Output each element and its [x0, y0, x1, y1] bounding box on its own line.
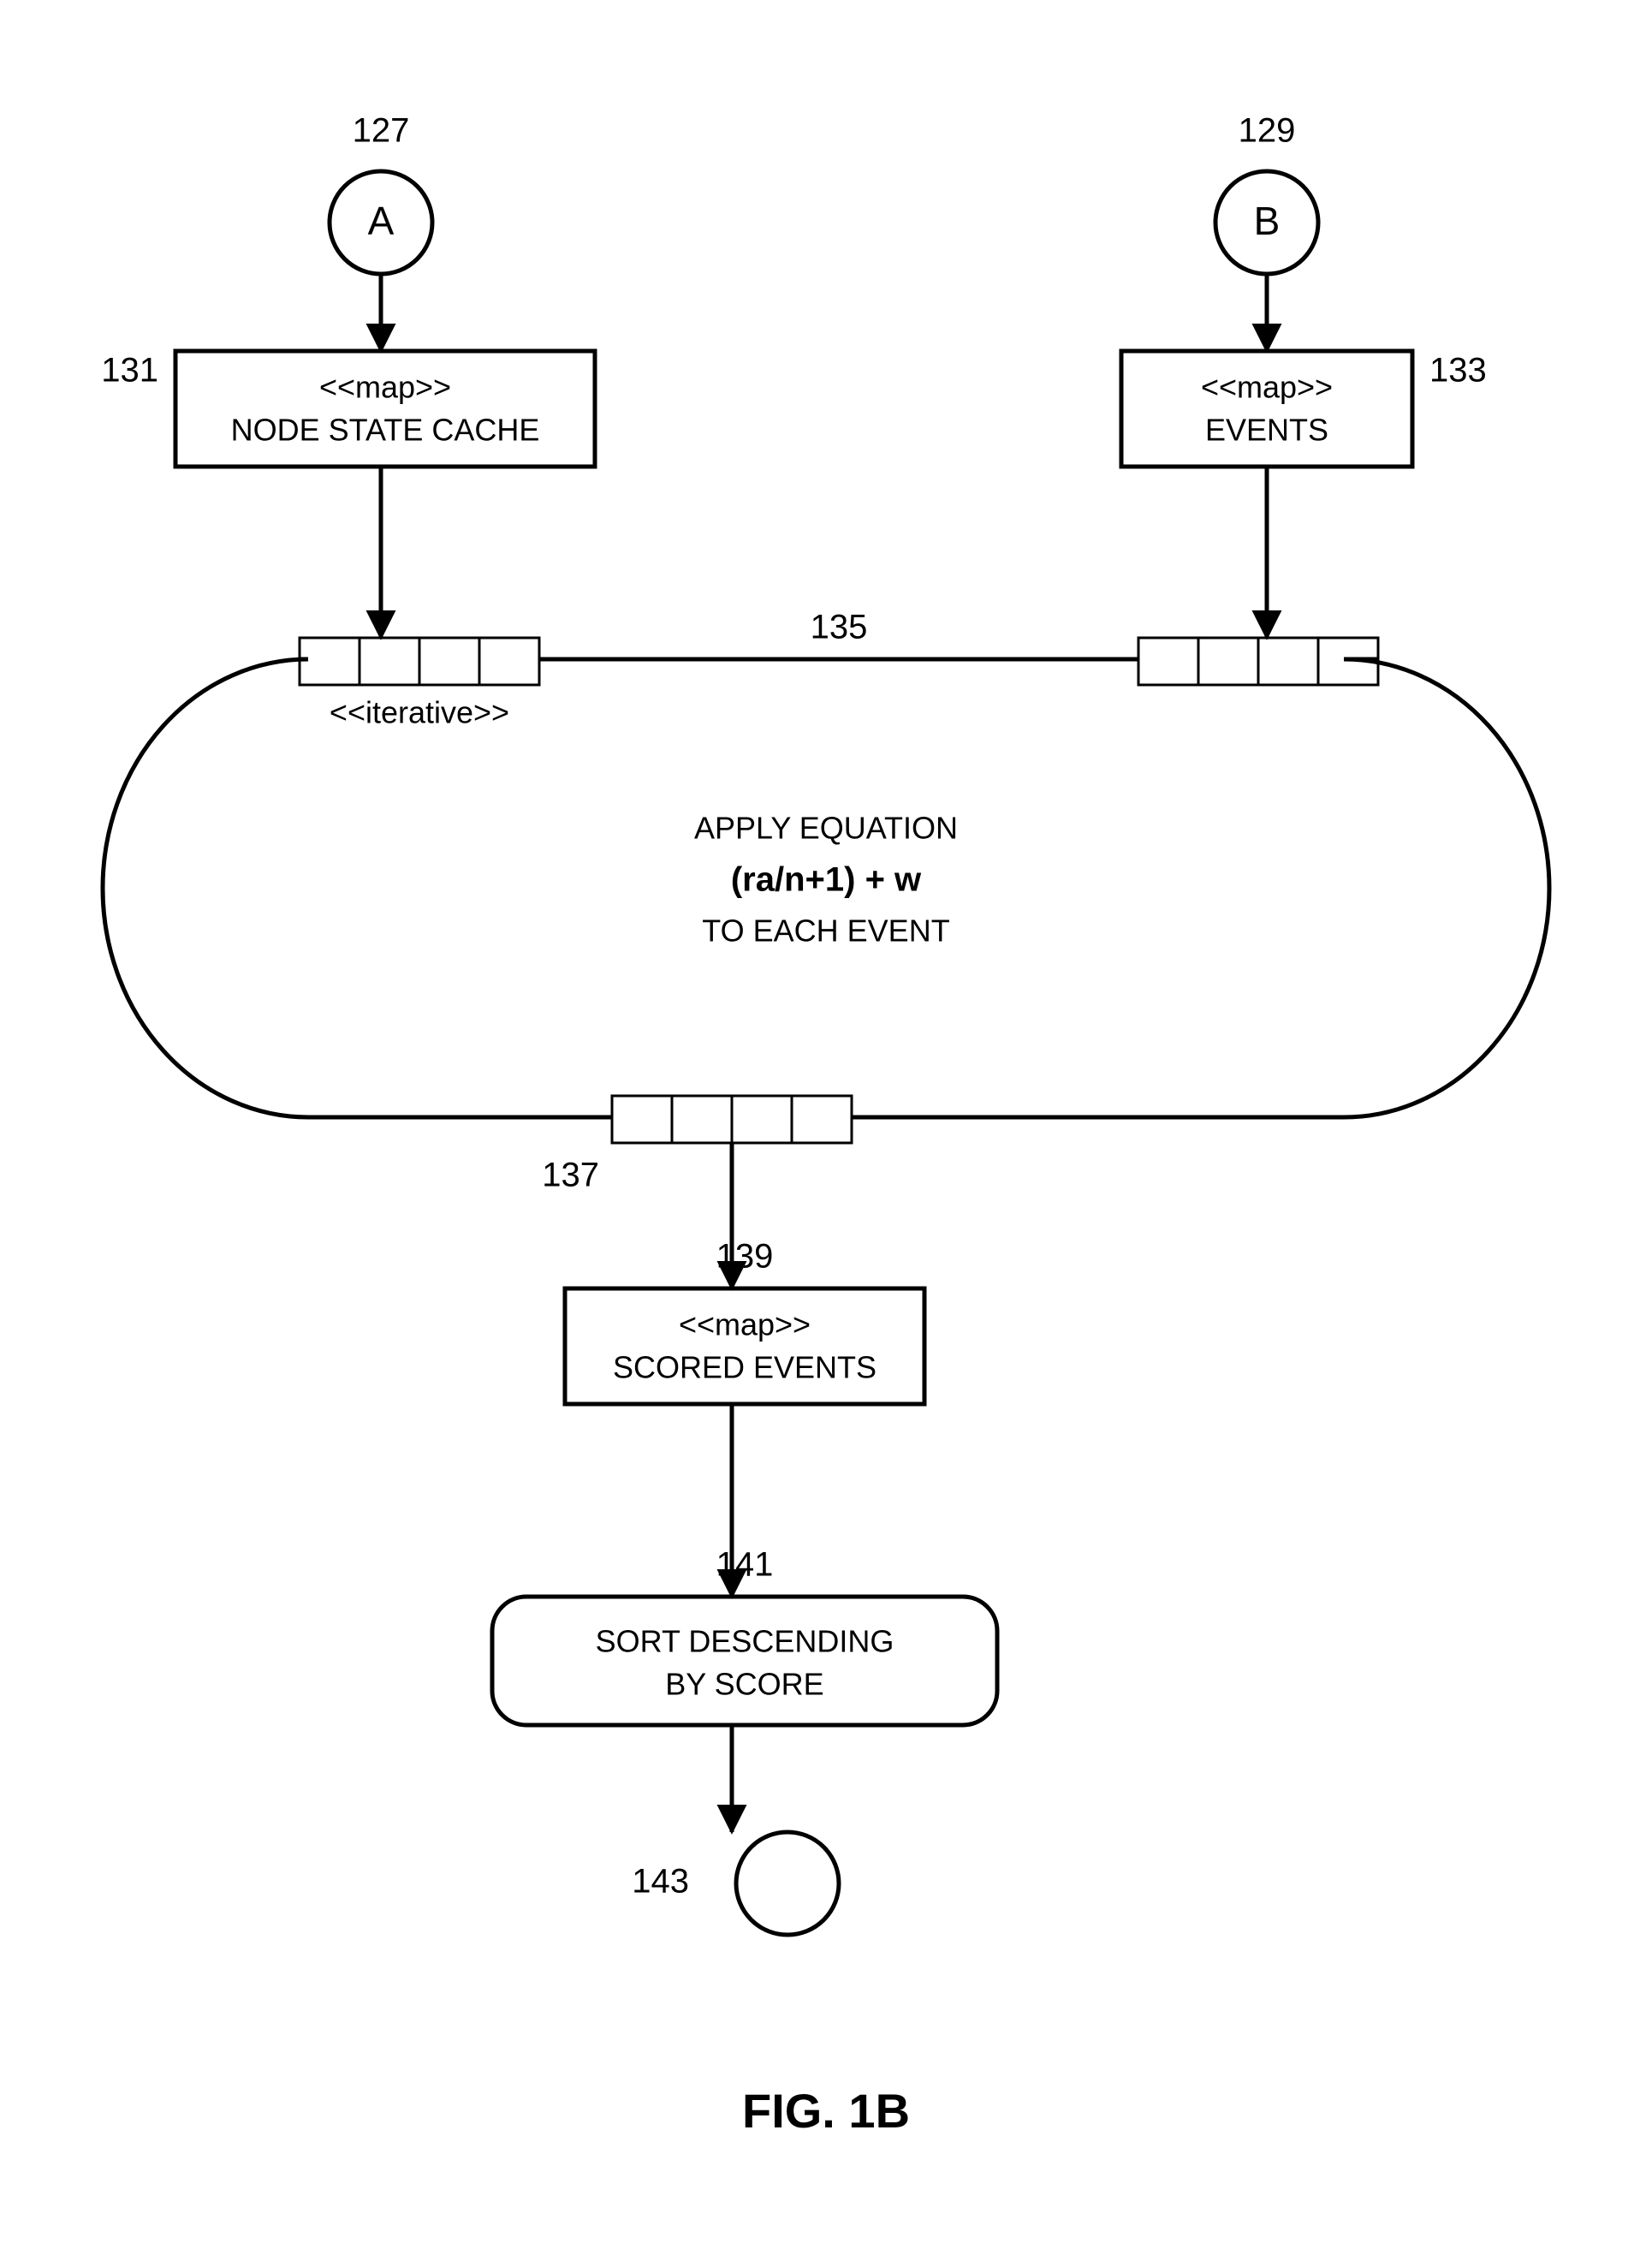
node-state-cache-label: NODE STATE CACHE — [231, 413, 540, 448]
ref-141: 141 — [716, 1546, 774, 1584]
figure-label: FIG. 1B — [742, 2084, 910, 2138]
diagram-canvas: 127 A 129 B 131 <<map>> NODE STATE CACHE 133 <<m… — [0, 0, 1652, 2255]
ref-137: 137 — [542, 1157, 599, 1194]
connector-b-label: B — [1254, 199, 1281, 243]
iterative-equation: (ra/n+1) + w — [731, 861, 922, 899]
ref-135: 135 — [811, 609, 868, 646]
connector-a-label: A — [368, 199, 395, 243]
ref-139: 139 — [716, 1238, 774, 1276]
expansion-arc-right — [1344, 659, 1549, 1117]
scored-events-label: SCORED EVENTS — [613, 1350, 877, 1385]
sort-box — [492, 1597, 997, 1725]
ref-127: 127 — [353, 112, 410, 150]
iterative-stereo: <<iterative>> — [330, 695, 509, 730]
scored-events-stereo: <<map>> — [679, 1307, 811, 1342]
ref-143: 143 — [632, 1863, 689, 1901]
node-state-cache-box — [175, 351, 595, 467]
sort-line2: BY SCORE — [665, 1667, 823, 1702]
scored-events-box — [565, 1288, 924, 1404]
events-label: EVENTS — [1205, 413, 1328, 448]
ref-129: 129 — [1239, 112, 1296, 150]
iterative-line1: APPLY EQUATION — [694, 811, 958, 846]
end-node — [736, 1832, 839, 1935]
node-state-cache-stereo: <<map>> — [319, 370, 451, 405]
sort-line1: SORT DESCENDING — [596, 1624, 894, 1659]
expansion-arc-left — [103, 659, 308, 1117]
iterative-line2: TO EACH EVENT — [702, 913, 949, 949]
ref-133: 133 — [1429, 352, 1487, 390]
events-stereo: <<map>> — [1201, 370, 1333, 405]
ref-131: 131 — [101, 352, 158, 390]
events-box — [1121, 351, 1412, 467]
